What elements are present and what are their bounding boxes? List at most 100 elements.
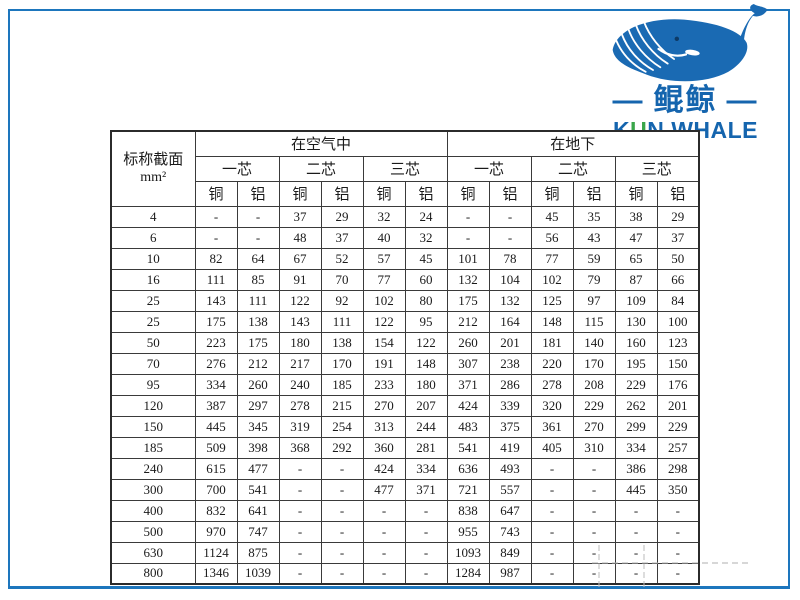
table-row: 185 509 398 368 292 360 281 541 419 405 310 334 257 [110,436,700,459]
value-cell: 52 [320,247,364,270]
value-cell: 143 [194,289,238,312]
value-cell: 398 [236,436,280,459]
size-cell: 16 [110,268,196,291]
value-cell: 43 [572,226,616,249]
value-cell: 238 [488,352,532,375]
value-cell: - [278,562,322,585]
value-cell: - [446,226,490,249]
value-cell: 445 [194,415,238,438]
material-header: 铝 [488,180,532,207]
value-cell: 371 [446,373,490,396]
size-cell: 70 [110,352,196,375]
value-cell: 345 [236,415,280,438]
value-cell: 1124 [194,541,238,564]
value-cell: - [278,541,322,564]
value-cell: 37 [656,226,700,249]
value-cell: - [614,520,658,543]
value-cell: 150 [656,352,700,375]
page-border-frame [8,9,790,589]
value-cell: 424 [446,394,490,417]
value-cell: 122 [278,289,322,312]
value-cell: 445 [614,478,658,501]
size-cell: 150 [110,415,196,438]
size-cell: 10 [110,247,196,270]
value-cell: 313 [362,415,406,438]
value-cell: 132 [446,268,490,291]
value-cell: - [530,541,574,564]
value-cell: - [362,520,406,543]
value-cell: 160 [614,331,658,354]
value-cell: 832 [194,499,238,522]
value-cell: 77 [530,247,574,270]
watermark-mark [592,562,748,564]
value-cell: 700 [194,478,238,501]
value-cell: - [572,478,616,501]
core-header: 三芯 [362,155,448,182]
value-cell: 101 [446,247,490,270]
value-cell: 32 [404,226,448,249]
value-cell: 286 [488,373,532,396]
value-cell: 334 [404,457,448,480]
value-cell: 37 [320,226,364,249]
value-cell: 509 [194,436,238,459]
value-cell: 212 [446,310,490,333]
value-cell: 350 [656,478,700,501]
value-cell: - [530,457,574,480]
value-cell: 80 [404,289,448,312]
value-cell: 87 [614,268,658,291]
value-cell: 130 [614,310,658,333]
value-cell: 100 [656,310,700,333]
value-cell: - [362,499,406,522]
value-cell: 270 [572,415,616,438]
value-cell: 319 [278,415,322,438]
value-cell: 102 [530,268,574,291]
value-cell: 111 [236,289,280,312]
value-cell: 180 [278,331,322,354]
value-cell: - [320,562,364,585]
value-cell: 70 [320,268,364,291]
value-cell: - [404,520,448,543]
value-cell: 35 [572,205,616,228]
value-cell: 955 [446,520,490,543]
value-cell: - [320,541,364,564]
table-row: 10 82 64 67 52 57 45 101 78 77 59 65 50 [110,247,700,270]
material-header: 铝 [236,180,280,207]
value-cell: 102 [362,289,406,312]
value-cell: 233 [362,373,406,396]
value-cell: 368 [278,436,322,459]
value-cell: 299 [614,415,658,438]
value-cell: 67 [278,247,322,270]
value-cell: - [530,562,574,585]
ratings-table: 标称截面 mm² 在空气中 在地下 一芯 二芯 三芯 一芯 二芯 三芯铜铝铜铝铜铝铜铝铜铝铜铝 4-… [110,130,700,585]
value-cell: 298 [656,457,700,480]
value-cell: 176 [656,373,700,396]
value-cell: 987 [488,562,532,585]
value-cell: 60 [404,268,448,291]
table-row: 16 111 85 91 70 77 60 132 104 102 79 87 66 [110,268,700,291]
value-cell: 148 [404,352,448,375]
value-cell: 148 [530,310,574,333]
value-cell: - [530,478,574,501]
material-header: 铜 [362,180,406,207]
material-header: 铜 [614,180,658,207]
value-cell: 175 [194,310,238,333]
value-cell: 154 [362,331,406,354]
value-cell: 424 [362,457,406,480]
size-cell: 50 [110,331,196,354]
value-cell: - [320,520,364,543]
value-cell: 185 [320,373,364,396]
core-header: 三芯 [614,155,700,182]
group-header-underground: 在地下 [446,130,700,157]
table-row: 500 970 747- - - -955 743- - - - [110,520,700,543]
value-cell: - [404,499,448,522]
value-cell: 115 [572,310,616,333]
value-cell: 207 [404,394,448,417]
value-cell: 77 [362,268,406,291]
whale-icon [612,4,768,82]
watermark-mark [598,545,600,587]
table-row: 150 445 345 319 254 313 244 483 375 361 270 299 229 [110,415,700,438]
corner-header-title: 标称截面 [123,151,184,168]
value-cell: 260 [446,331,490,354]
corner-header: 标称截面 mm² [110,130,196,207]
value-cell: 78 [488,247,532,270]
